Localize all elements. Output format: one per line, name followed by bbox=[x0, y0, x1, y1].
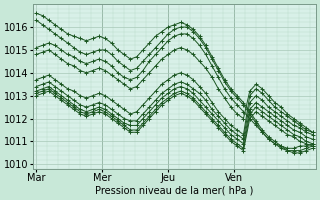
X-axis label: Pression niveau de la mer( hPa ): Pression niveau de la mer( hPa ) bbox=[95, 186, 253, 196]
